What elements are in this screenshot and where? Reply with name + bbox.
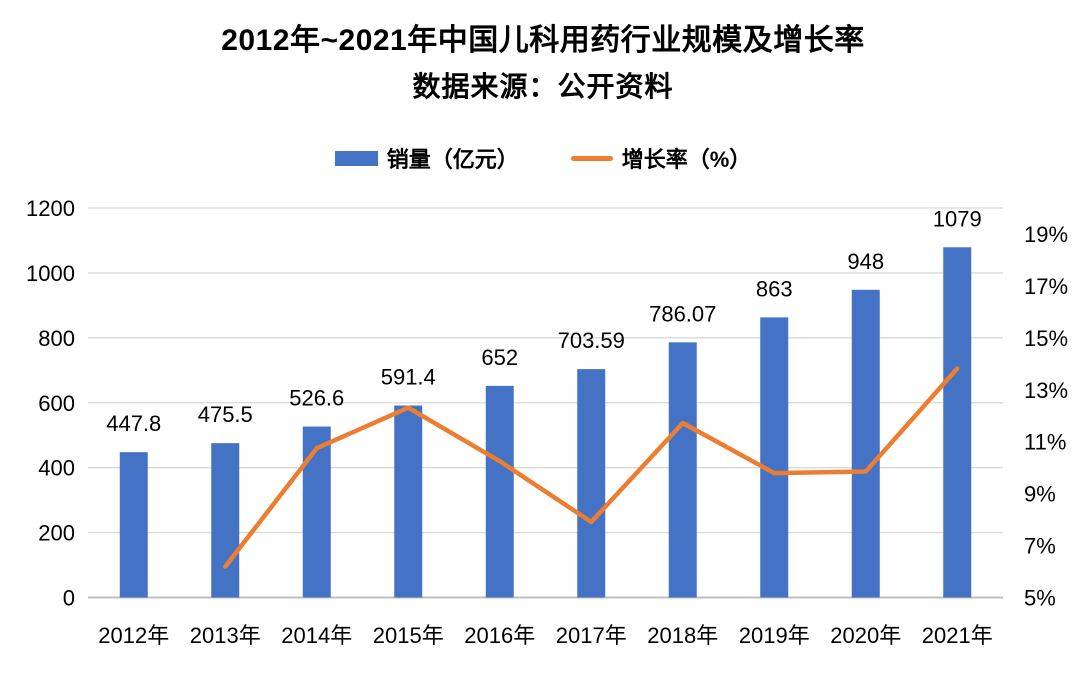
bar-value-label: 948 [847, 249, 884, 274]
bar-value-label: 652 [481, 345, 518, 370]
bar [302, 426, 331, 598]
legend-label-sales: 销量（亿元） [386, 147, 519, 172]
bar [485, 385, 514, 598]
x-axis-tick-label: 2018年 [647, 623, 718, 648]
bar-value-label: 703.59 [558, 328, 625, 353]
x-axis-tick-label: 2015年 [373, 623, 444, 648]
x-axis-tick-label: 2017年 [556, 623, 627, 648]
x-axis-tick-label: 2019年 [739, 623, 810, 648]
growth-rate-line [223, 366, 960, 569]
y2-axis-tick-label: 15% [1024, 326, 1068, 351]
bar-value-label: 475.5 [198, 402, 253, 427]
chart-subtitle: 数据来源：公开资料 [412, 71, 674, 102]
y-axis-tick-label: 1200 [26, 196, 75, 221]
y2-axis-tick-label: 11% [1024, 430, 1066, 455]
bar-value-label: 1079 [933, 206, 982, 231]
y2-axis-tick-label: 13% [1024, 378, 1068, 403]
y-axis-tick-label: 800 [38, 326, 75, 351]
x-axis-tick-label: 2020年 [830, 623, 901, 648]
y2-axis-tick-label: 9% [1024, 482, 1056, 507]
y2-axis-tick-label: 7% [1024, 534, 1056, 559]
y-axis-tick-label: 200 [38, 521, 75, 546]
x-axis-tick-label: 2013年 [190, 623, 261, 648]
bar-value-label: 786.07 [649, 301, 716, 326]
y-axis-tick-label: 1000 [26, 261, 75, 286]
bar-value-label: 863 [756, 276, 793, 301]
growth-line-swatch-icon [570, 155, 613, 161]
legend: 销量（亿元） 增长率（%） [0, 142, 1086, 174]
y2-axis-tick-label: 5% [1024, 586, 1056, 611]
chart-title: 2012年~2021年中国儿科用药行业规模及增长率 [221, 24, 865, 57]
sales-bar-swatch-icon [334, 150, 378, 166]
x-axis-tick-label: 2012年 [98, 623, 169, 648]
legend-item-sales: 销量（亿元） [334, 142, 519, 174]
bar [211, 443, 240, 598]
bar-value-label: 526.6 [289, 386, 344, 411]
y-axis-tick-label: 400 [38, 456, 75, 481]
y2-axis-tick-label: 19% [1024, 222, 1068, 247]
bar [760, 317, 789, 598]
bar [119, 452, 148, 598]
y2-axis-tick-label: 17% [1024, 274, 1068, 299]
bar [577, 369, 606, 598]
x-axis-tick-label: 2021年 [922, 623, 993, 648]
bar [394, 405, 423, 598]
legend-label-growth: 增长率（%） [621, 147, 752, 172]
legend-item-growth: 增长率（%） [570, 142, 752, 174]
bar-value-label: 447.8 [106, 411, 161, 436]
y-axis-tick-label: 0 [63, 586, 75, 611]
y-axis-tick-label: 600 [38, 391, 75, 416]
x-axis-tick-label: 2016年 [464, 623, 535, 648]
bar [668, 342, 697, 598]
bar [943, 247, 972, 598]
bar-value-label: 591.4 [381, 365, 436, 390]
bar [851, 289, 880, 598]
x-axis-tick-label: 2014年 [281, 623, 352, 648]
